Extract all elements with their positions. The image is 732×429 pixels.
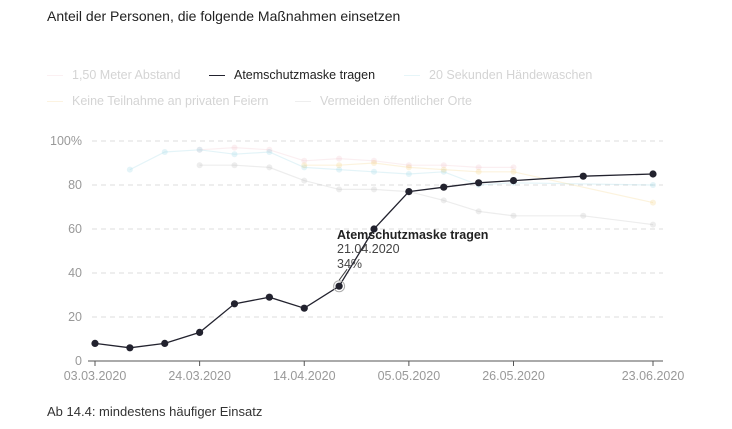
data-point <box>336 155 343 162</box>
series-line <box>199 146 514 168</box>
data-point <box>579 172 587 180</box>
legend-item[interactable]: Vermeiden öffentlicher Orte <box>295 94 472 108</box>
legend-item[interactable]: Atemschutzmaske tragen <box>209 68 375 82</box>
data-point <box>405 188 413 196</box>
x-tick-label: 03.03.2020 <box>64 369 127 383</box>
data-point <box>650 221 656 228</box>
tooltip-value: 34% <box>337 257 362 271</box>
data-point <box>509 177 518 185</box>
data-point <box>301 177 308 184</box>
series-line <box>199 164 654 226</box>
data-point <box>370 225 378 233</box>
legend-label: 1,50 Meter Abstand <box>72 68 181 82</box>
y-tick-label: 100% <box>50 134 82 148</box>
data-point <box>335 282 343 290</box>
data-point <box>440 166 447 173</box>
x-tick-label: 26.05.2020 <box>482 369 545 383</box>
y-tick-label: 0 <box>75 354 82 368</box>
data-point <box>301 164 308 171</box>
data-point <box>266 146 273 153</box>
legend-swatch <box>47 100 63 102</box>
y-tick-label: 40 <box>68 266 82 280</box>
data-point <box>301 157 308 164</box>
data-point <box>266 164 273 171</box>
legend-swatch <box>404 74 420 76</box>
data-point <box>650 199 656 206</box>
data-point <box>440 183 448 191</box>
legend-label: 20 Sekunden Händewaschen <box>429 68 593 82</box>
data-point <box>440 162 447 169</box>
data-point <box>265 293 273 301</box>
tooltip-connector <box>338 268 348 281</box>
data-point <box>336 162 343 169</box>
data-point <box>231 162 238 169</box>
series-line <box>94 173 654 349</box>
data-point <box>371 160 377 166</box>
data-point <box>510 168 517 175</box>
chart-title: Anteil der Personen, die folgende Maßnah… <box>47 8 401 24</box>
data-point <box>196 162 203 169</box>
data-point <box>161 339 169 347</box>
data-point <box>371 186 377 193</box>
data-point <box>405 162 412 169</box>
data-point <box>91 339 99 347</box>
y-tick-label: 80 <box>68 178 82 192</box>
legend-item[interactable]: 20 Sekunden Händewaschen <box>404 68 592 82</box>
series-line <box>304 162 654 204</box>
data-point <box>300 304 308 312</box>
data-point <box>266 149 273 155</box>
data-point <box>126 166 133 173</box>
legend-item[interactable]: 1,50 Meter Abstand <box>47 68 180 82</box>
x-tick-label: 05.05.2020 <box>378 369 441 383</box>
legend-item[interactable]: Keine Teilnahme an privaten Feiern <box>47 94 268 108</box>
data-point <box>650 182 656 188</box>
series-line <box>129 149 654 186</box>
legend-label: Keine Teilnahme an privaten Feiern <box>72 94 269 108</box>
line-chart: 0 20 40 60 80 100% 03.03.2020 24.03.2020 14.04.2… <box>50 134 685 383</box>
data-point <box>336 166 343 173</box>
data-point <box>371 168 377 175</box>
data-point <box>405 171 412 177</box>
data-point <box>405 164 412 171</box>
chart-footnote: Ab 14.4: mindestens häufiger Einsatz <box>47 404 263 419</box>
data-point <box>231 151 238 158</box>
data-point <box>196 146 203 153</box>
data-point <box>440 168 447 175</box>
data-point <box>510 212 517 219</box>
tooltip-date: 21.04.2020 <box>337 242 400 256</box>
legend-swatch <box>295 100 311 102</box>
highlight-ring <box>333 280 346 293</box>
legend-swatch <box>47 74 63 76</box>
data-point <box>196 146 203 153</box>
data-point <box>475 164 482 171</box>
legend-label: Vermeiden öffentlicher Orte <box>320 94 472 108</box>
tooltip-series: Atemschutzmaske tragen <box>337 228 488 242</box>
data-point <box>649 170 657 178</box>
data-point <box>510 164 517 171</box>
data-point <box>336 186 343 193</box>
data-point <box>440 197 447 204</box>
data-point <box>580 212 587 219</box>
y-tick-label: 60 <box>68 222 82 236</box>
data-point <box>230 300 239 308</box>
data-point <box>301 162 308 169</box>
y-tick-label: 20 <box>68 310 82 324</box>
data-point <box>231 144 238 151</box>
x-tick-label: 14.04.2020 <box>273 369 336 383</box>
legend-label: Atemschutzmaske tragen <box>234 68 376 82</box>
data-point <box>371 157 377 164</box>
data-point <box>475 208 482 215</box>
legend-swatch <box>209 74 225 76</box>
data-point <box>161 149 168 155</box>
data-point <box>196 328 204 336</box>
data-point <box>475 179 483 187</box>
data-point <box>475 168 482 175</box>
data-point <box>126 344 134 352</box>
x-tick-label: 23.06.2020 <box>622 369 685 383</box>
x-tick-label: 24.03.2020 <box>168 369 231 383</box>
